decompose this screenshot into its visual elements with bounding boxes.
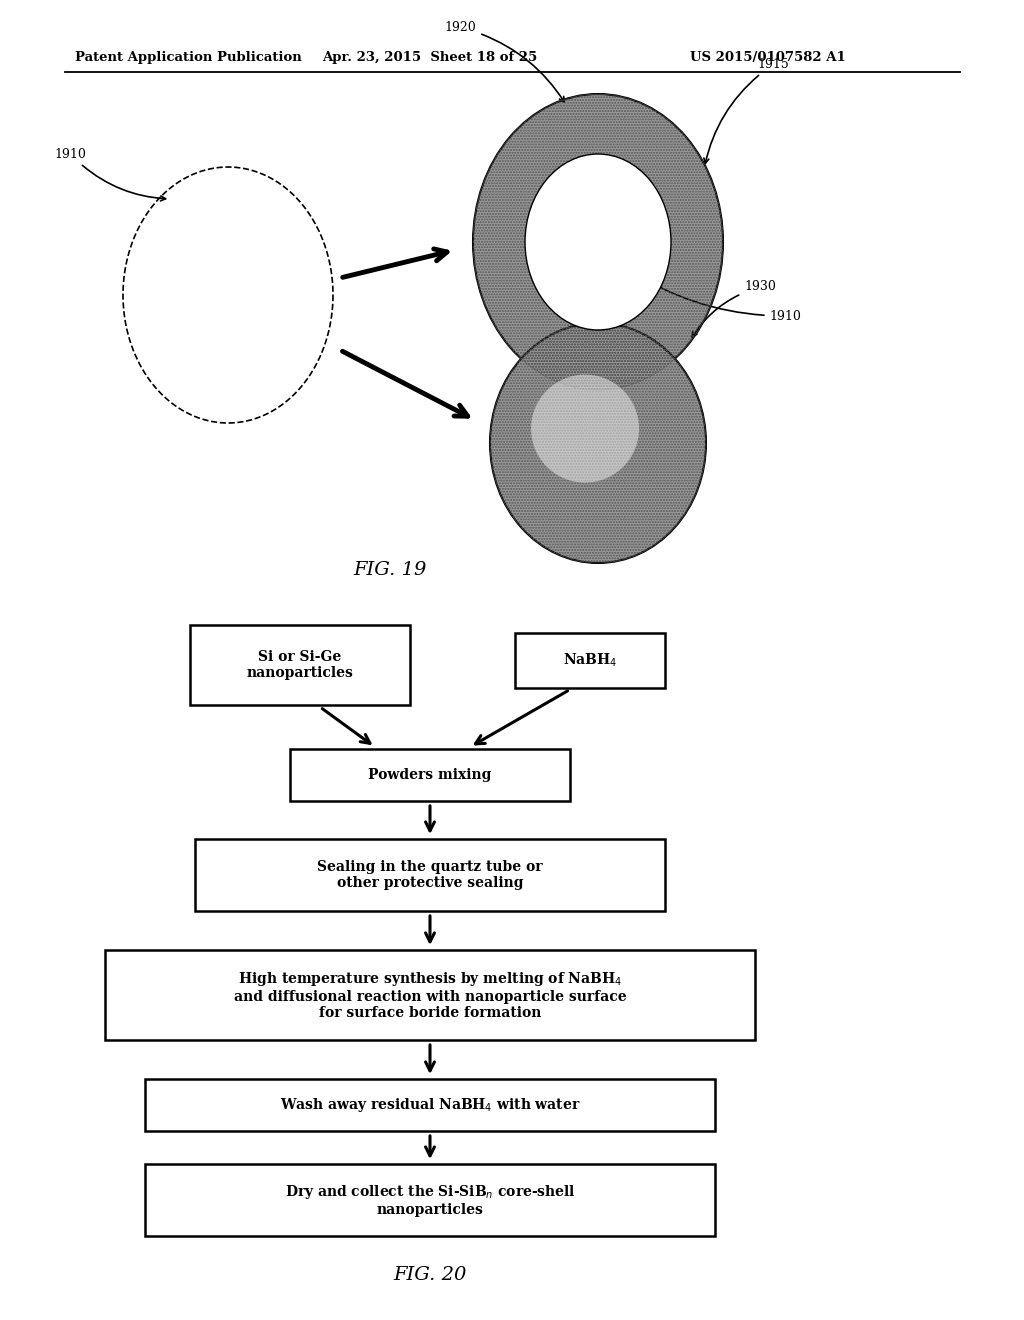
Text: FIG. 19: FIG. 19 bbox=[353, 561, 427, 579]
FancyBboxPatch shape bbox=[290, 748, 570, 801]
Text: 1910: 1910 bbox=[54, 148, 166, 201]
Text: 1910: 1910 bbox=[631, 271, 802, 322]
Text: High temperature synthesis by melting of NaBH$_4$
and diffusional reaction with : High temperature synthesis by melting of… bbox=[233, 970, 627, 1020]
Text: Sealing in the quartz tube or
other protective sealing: Sealing in the quartz tube or other prot… bbox=[317, 859, 543, 890]
Text: Apr. 23, 2015  Sheet 18 of 25: Apr. 23, 2015 Sheet 18 of 25 bbox=[323, 51, 538, 65]
Text: NaBH$_4$: NaBH$_4$ bbox=[563, 651, 617, 669]
Ellipse shape bbox=[490, 323, 706, 564]
FancyBboxPatch shape bbox=[195, 840, 665, 911]
Text: Wash away residual NaBH$_4$ with water: Wash away residual NaBH$_4$ with water bbox=[280, 1096, 581, 1114]
Text: US 2015/0107582 A1: US 2015/0107582 A1 bbox=[690, 51, 846, 65]
FancyBboxPatch shape bbox=[145, 1078, 715, 1131]
Ellipse shape bbox=[531, 375, 639, 483]
FancyBboxPatch shape bbox=[515, 632, 665, 688]
Ellipse shape bbox=[525, 154, 671, 330]
FancyBboxPatch shape bbox=[190, 624, 410, 705]
Text: FIG. 20: FIG. 20 bbox=[393, 1266, 467, 1284]
FancyBboxPatch shape bbox=[145, 1164, 715, 1236]
Text: Powders mixing: Powders mixing bbox=[369, 768, 492, 781]
Text: Dry and collect the Si-SiB$_n$ core-shell
nanoparticles: Dry and collect the Si-SiB$_n$ core-shel… bbox=[285, 1183, 575, 1217]
Ellipse shape bbox=[473, 94, 723, 389]
Text: 1920: 1920 bbox=[444, 21, 564, 102]
Text: 1930: 1930 bbox=[692, 281, 776, 337]
Text: 1915: 1915 bbox=[703, 58, 788, 164]
FancyBboxPatch shape bbox=[105, 950, 755, 1040]
Text: Patent Application Publication: Patent Application Publication bbox=[75, 51, 302, 65]
Text: Si or Si-Ge
nanoparticles: Si or Si-Ge nanoparticles bbox=[247, 649, 353, 680]
